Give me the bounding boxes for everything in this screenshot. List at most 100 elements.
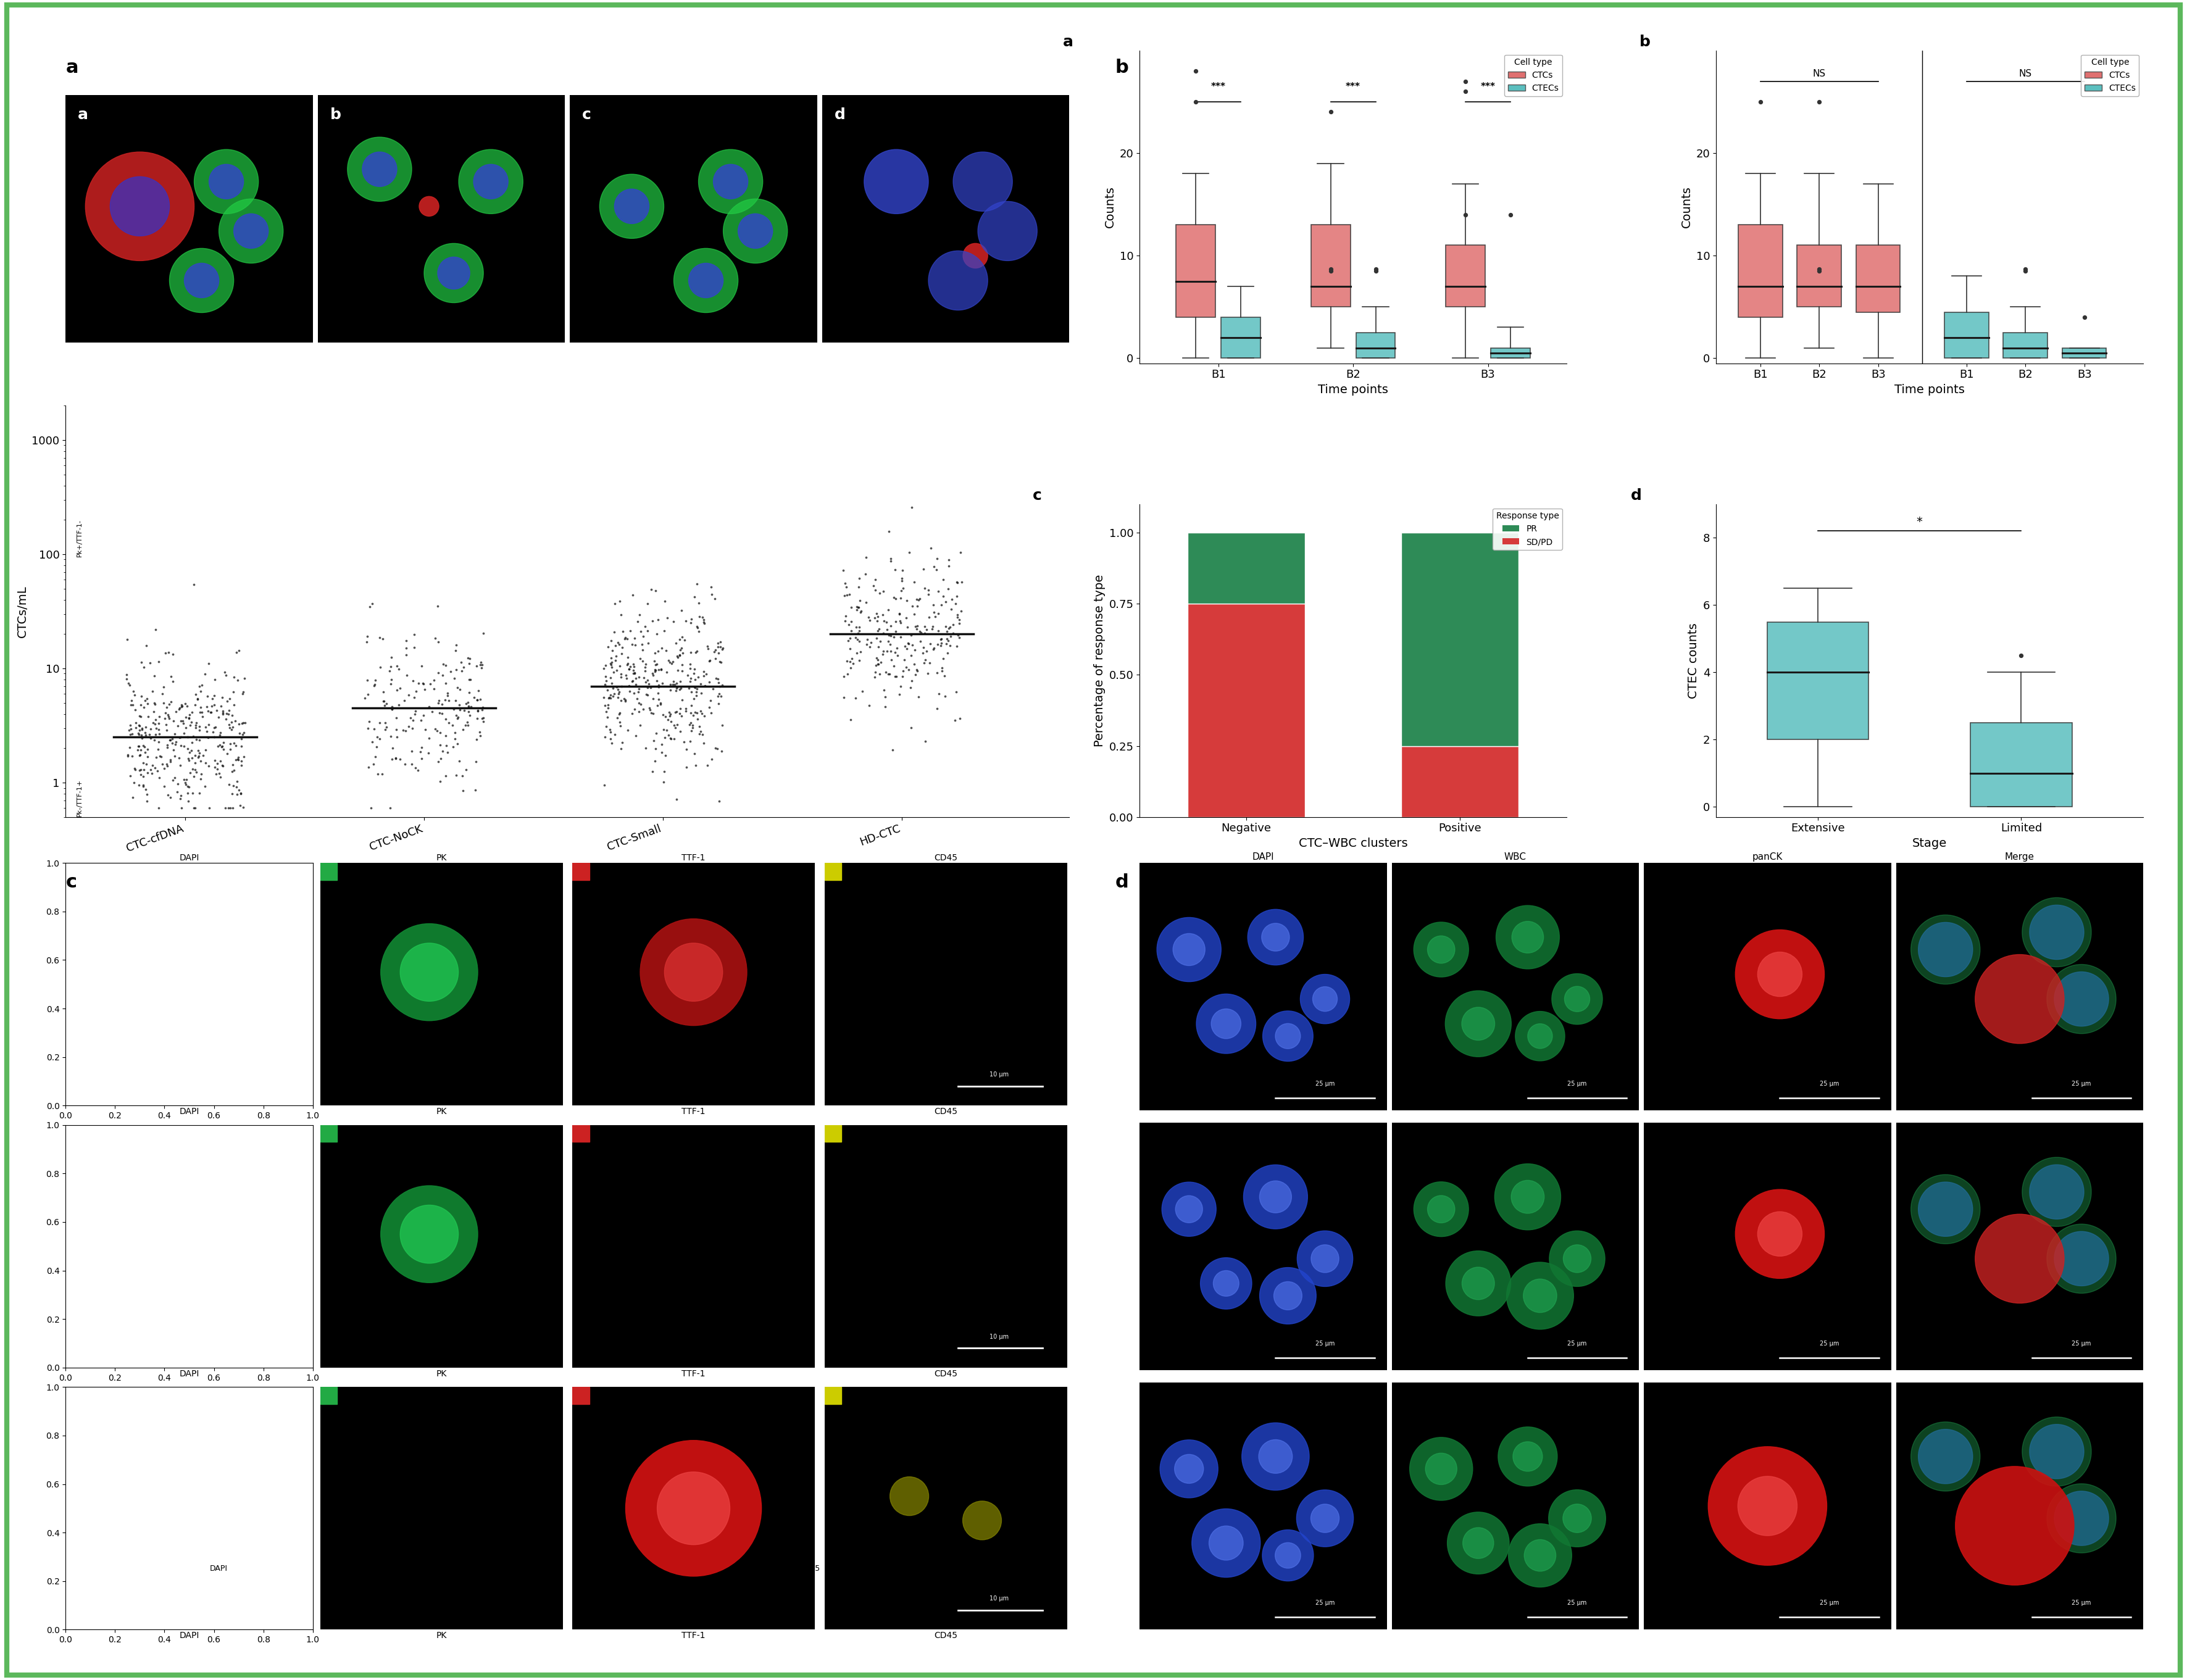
- Point: [658, 670, 693, 697]
- Point: [687, 606, 722, 633]
- Point: [177, 763, 212, 790]
- Point: [925, 654, 960, 680]
- Circle shape: [1918, 1430, 1973, 1483]
- Point: [630, 630, 665, 657]
- Point: [601, 680, 636, 707]
- Point: [391, 682, 426, 709]
- Point: [133, 724, 168, 751]
- Point: [929, 630, 964, 657]
- Point: [219, 707, 254, 734]
- Point: [112, 670, 147, 697]
- Point: [634, 576, 669, 603]
- Point: [619, 665, 654, 692]
- Point: [131, 690, 166, 717]
- Point: [625, 647, 660, 674]
- Point: [122, 702, 157, 729]
- Point: [919, 546, 954, 573]
- Point: [588, 652, 623, 679]
- Point: [186, 704, 221, 731]
- X-axis label: DAPI: DAPI: [179, 1107, 199, 1116]
- Point: [155, 669, 190, 696]
- Point: [870, 596, 905, 623]
- Point: [840, 595, 875, 622]
- Point: [678, 682, 713, 709]
- Point: [407, 670, 442, 697]
- Point: [888, 647, 923, 674]
- Point: [604, 672, 639, 699]
- Point: [127, 654, 162, 680]
- Circle shape: [2047, 1225, 2117, 1294]
- Point: [171, 780, 206, 806]
- Point: [195, 692, 230, 719]
- Point: [656, 667, 691, 694]
- Point: [147, 706, 182, 732]
- Point: [901, 684, 936, 711]
- Point: [840, 596, 875, 623]
- Point: [2067, 304, 2102, 331]
- Point: [171, 773, 206, 800]
- Point: [206, 697, 241, 724]
- Point: [190, 711, 225, 738]
- Point: [396, 716, 431, 743]
- Point: [422, 746, 457, 773]
- Point: [612, 677, 647, 704]
- Point: [431, 709, 466, 736]
- Point: [879, 635, 914, 662]
- Point: [188, 738, 223, 764]
- Point: [212, 697, 247, 724]
- Point: [943, 598, 978, 625]
- Text: 25 μm: 25 μm: [2071, 1080, 2091, 1087]
- Point: [2008, 257, 2043, 284]
- Point: [630, 667, 665, 694]
- Point: [925, 657, 960, 684]
- Point: [833, 608, 868, 635]
- Point: [359, 732, 394, 759]
- Circle shape: [1157, 917, 1220, 981]
- Point: [164, 690, 199, 717]
- Point: [608, 665, 643, 692]
- Point: [429, 732, 464, 759]
- Point: [910, 637, 945, 664]
- Circle shape: [114, 1445, 142, 1475]
- Point: [639, 620, 674, 647]
- Point: [884, 578, 919, 605]
- Point: [599, 674, 634, 701]
- Point: [916, 603, 951, 630]
- Point: [702, 674, 737, 701]
- Point: [461, 697, 496, 724]
- Point: [886, 575, 921, 601]
- Point: [908, 647, 943, 674]
- Point: [1448, 67, 1483, 94]
- Circle shape: [2054, 1231, 2108, 1285]
- Point: [595, 670, 630, 697]
- Point: [630, 680, 665, 707]
- Title: TTF-1: TTF-1: [682, 853, 706, 862]
- Point: [674, 709, 709, 736]
- Circle shape: [1161, 1183, 1216, 1236]
- Point: [223, 781, 258, 808]
- Point: [350, 667, 385, 694]
- Point: [440, 731, 475, 758]
- Point: [844, 598, 879, 625]
- Point: [905, 556, 940, 583]
- Point: [630, 618, 665, 645]
- Circle shape: [2023, 1158, 2091, 1226]
- Circle shape: [98, 1431, 157, 1488]
- Point: [125, 682, 160, 709]
- Point: [859, 625, 894, 652]
- Point: [884, 623, 919, 650]
- Point: [144, 743, 179, 769]
- Point: [597, 590, 632, 617]
- Point: [398, 754, 433, 781]
- Point: [842, 647, 877, 674]
- Point: [914, 534, 949, 561]
- Point: [641, 679, 676, 706]
- Title: PK: PK: [435, 853, 446, 862]
- Point: [142, 704, 177, 731]
- Bar: [1446, 245, 1485, 307]
- Point: [881, 600, 916, 627]
- Bar: [2003, 333, 2047, 358]
- Point: [901, 618, 936, 645]
- Point: [671, 711, 706, 738]
- Point: [461, 677, 496, 704]
